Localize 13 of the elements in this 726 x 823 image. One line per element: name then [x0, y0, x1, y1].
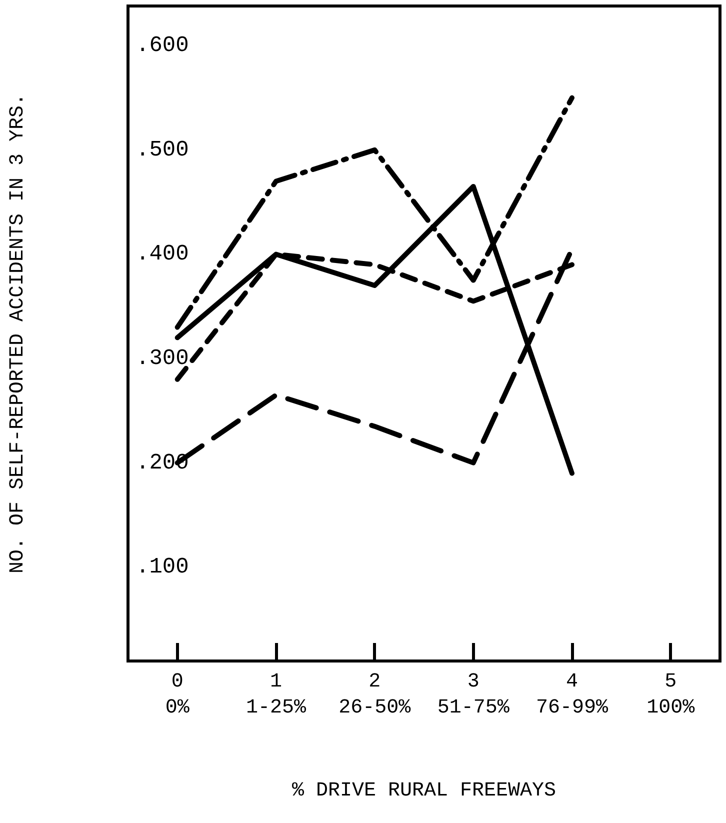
x-tick-label: 3 51-75%: [437, 670, 510, 720]
y-tick-label: .500: [136, 137, 189, 162]
y-tick-label: .100: [136, 554, 189, 580]
x-tick-label: 0 0%: [165, 670, 190, 720]
y-axis-title: NO. OF SELF-REPORTED ACCIDENTS IN 3 YRS.: [6, 93, 30, 574]
y-tick-label: .300: [136, 346, 189, 372]
x-tick-label: 1 1-25%: [246, 670, 307, 720]
x-axis-title: % DRIVE RURAL FREEWAYS: [292, 780, 556, 802]
x-tick-label: 4 76-99%: [536, 670, 609, 720]
y-tick-label: .600: [136, 33, 189, 58]
x-tick-label: 2 26-50%: [338, 670, 412, 720]
y-tick-label: .400: [136, 242, 189, 267]
x-tick-label: 5 100%: [646, 670, 696, 720]
